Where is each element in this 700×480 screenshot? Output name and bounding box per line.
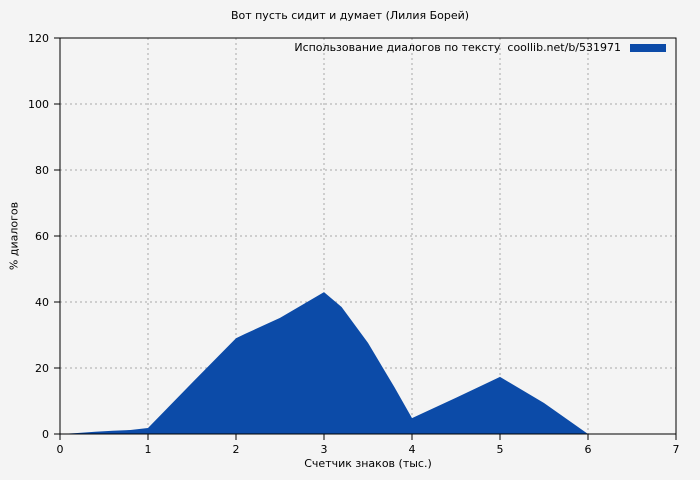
x-axis-label: Счетчик знаков (тыс.)	[304, 457, 432, 470]
chart-title: Вот пусть сидит и думает (Лилия Борей)	[230, 9, 470, 22]
x-tick-label: 5	[497, 443, 504, 456]
x-tick-label: 1	[145, 443, 152, 456]
y-tick-label: 60	[35, 230, 49, 243]
x-tick-label: 2	[233, 443, 240, 456]
series-area	[60, 292, 588, 434]
x-tick-label: 4	[409, 443, 416, 456]
x-tick-label: 7	[673, 443, 680, 456]
y-tick-label: 100	[28, 98, 49, 111]
x-tick-label: 6	[585, 443, 592, 456]
legend: Использование диалогов по тексту coollib…	[294, 41, 666, 54]
y-tick-label: 0	[42, 428, 49, 441]
x-tick-label: 3	[321, 443, 328, 456]
legend-label: Использование диалогов по тексту coollib…	[294, 41, 621, 54]
y-tick-label: 20	[35, 362, 49, 375]
y-tick-label: 40	[35, 296, 49, 309]
y-tick-label: 120	[28, 32, 49, 45]
x-tick-label: 0	[57, 443, 64, 456]
legend-swatch	[630, 43, 666, 52]
y-tick-label: 80	[35, 164, 49, 177]
y-axis-label: % диалогов	[7, 201, 21, 271]
